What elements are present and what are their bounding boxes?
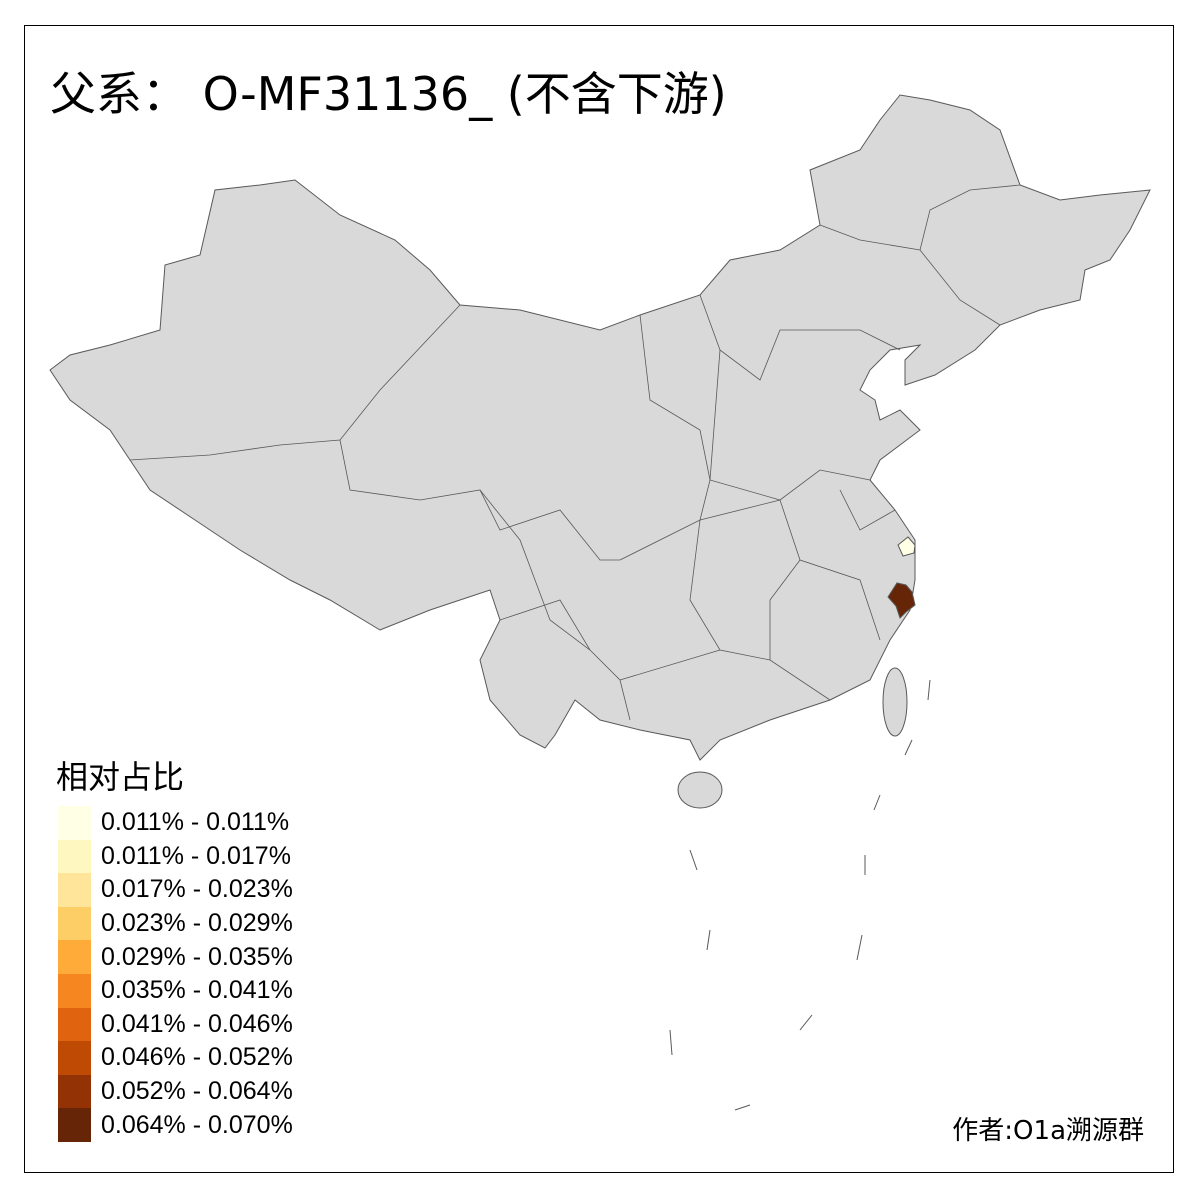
legend-title: 相对占比 (56, 758, 185, 796)
legend-item: 0.041% - 0.046% (58, 1007, 293, 1042)
legend-label: 0.029% - 0.035% (101, 942, 293, 971)
hainan-island (677, 771, 723, 809)
legend-label: 0.041% - 0.046% (101, 1009, 293, 1038)
author-credit: 作者:O1a溯源群 (952, 1116, 1144, 1146)
legend-item: 0.011% - 0.017% (58, 839, 293, 874)
taiwan-island (882, 667, 908, 737)
legend-label: 0.017% - 0.023% (101, 875, 293, 904)
legend-swatch (58, 806, 91, 840)
legend: 0.011% - 0.011% 0.011% - 0.017% 0.017% - 0… (58, 806, 293, 1142)
legend-swatch (58, 839, 91, 874)
legend-item: 0.052% - 0.064% (58, 1074, 293, 1109)
legend-label: 0.046% - 0.052% (101, 1043, 293, 1072)
legend-swatch (58, 1007, 91, 1042)
legend-swatch (58, 906, 91, 941)
legend-swatch (58, 973, 91, 1008)
legend-item: 0.011% - 0.011% (58, 806, 293, 840)
legend-item: 0.029% - 0.035% (58, 940, 293, 974)
legend-swatch (58, 1074, 91, 1109)
legend-swatch (58, 940, 91, 974)
legend-label: 0.064% - 0.070% (101, 1110, 293, 1139)
province-borders (129, 184, 1021, 721)
legend-label: 0.023% - 0.029% (101, 909, 293, 938)
legend-label: 0.035% - 0.041% (101, 976, 293, 1005)
south-china-sea-islands (669, 679, 931, 1111)
legend-item: 0.023% - 0.029% (58, 906, 293, 941)
legend-item: 0.064% - 0.070% (58, 1108, 293, 1142)
region-wenzhou (887, 582, 916, 619)
legend-item: 0.046% - 0.052% (58, 1041, 293, 1075)
region-shanghai (897, 536, 916, 557)
legend-label: 0.011% - 0.017% (101, 841, 291, 870)
plot-frame (24, 25, 1174, 1173)
legend-item: 0.035% - 0.041% (58, 973, 293, 1008)
chart-title: 父系： O-MF31136_ (不含下游) (50, 67, 727, 121)
legend-label: 0.011% - 0.011% (101, 808, 290, 837)
legend-swatch (58, 1041, 91, 1075)
legend-label: 0.052% - 0.064% (101, 1077, 293, 1106)
legend-swatch (58, 1108, 91, 1142)
legend-item: 0.017% - 0.023% (58, 873, 293, 907)
china-mainland (49, 94, 1151, 761)
legend-swatch (58, 873, 91, 907)
